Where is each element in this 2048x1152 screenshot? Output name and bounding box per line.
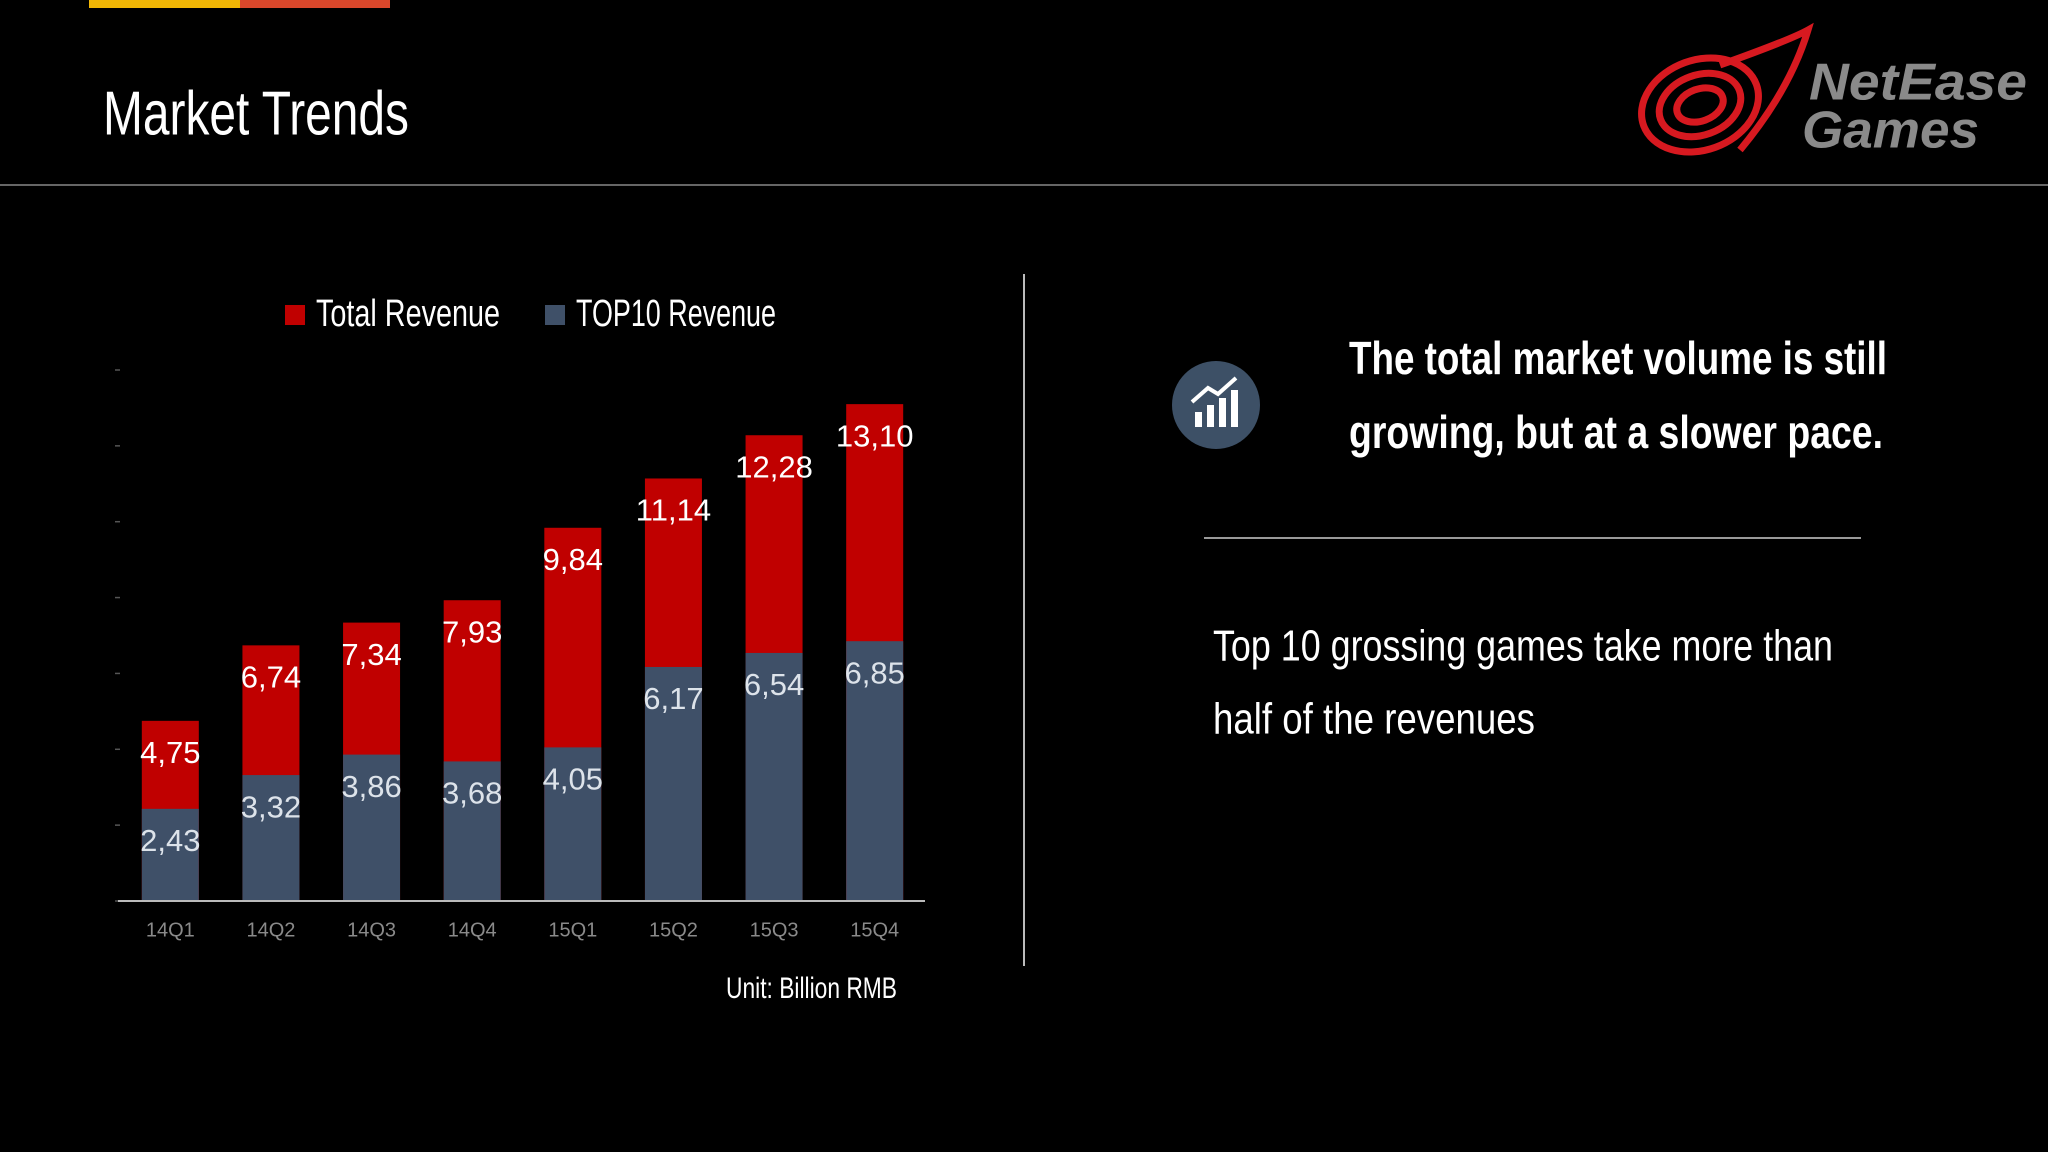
icon-part xyxy=(1195,412,1202,427)
body-text: half of the revenues xyxy=(1213,695,1535,744)
x-tick-label: 15Q1 xyxy=(548,919,597,941)
data-label: 6,17 xyxy=(643,681,703,716)
bar xyxy=(443,761,501,901)
data-label: 4,75 xyxy=(140,735,200,770)
body-text: Top 10 grossing games take more than xyxy=(1213,622,1833,671)
data-label: 7,93 xyxy=(442,614,502,649)
data-label: 3,32 xyxy=(241,789,301,824)
slide-title: Market Trends xyxy=(103,79,409,148)
data-label: 3,68 xyxy=(442,776,502,811)
headline: The total market volume is still xyxy=(1349,332,1887,384)
bar xyxy=(544,747,602,901)
data-label: 2,43 xyxy=(140,823,200,858)
icon-part xyxy=(1207,405,1214,427)
icon-circle xyxy=(1172,361,1260,449)
headline: growing, but at a slower pace. xyxy=(1349,406,1883,458)
accent-bar xyxy=(89,0,240,8)
icon-part xyxy=(1219,398,1226,427)
trend-icon xyxy=(1172,361,1260,449)
accent-bar xyxy=(240,0,390,8)
bar xyxy=(745,652,803,901)
data-label: 6,54 xyxy=(744,667,804,702)
logo-text: NetEase xyxy=(1809,54,2027,112)
logo-swirl xyxy=(1718,22,1814,153)
legend-label: TOP10 Revenue xyxy=(576,293,776,335)
data-label: 3,86 xyxy=(341,769,401,804)
data-label: 11,14 xyxy=(636,493,711,528)
x-tick-label: 14Q2 xyxy=(246,919,295,941)
legend-swatch xyxy=(545,305,565,325)
data-label: 13,10 xyxy=(836,418,914,453)
bar xyxy=(846,641,904,901)
legend-swatch xyxy=(285,305,305,325)
icon-part xyxy=(1231,390,1238,427)
bar xyxy=(242,775,300,901)
logo-swirl xyxy=(1673,84,1727,126)
bar xyxy=(141,808,199,901)
logo-swirl xyxy=(1655,69,1745,141)
data-label: 6,85 xyxy=(845,655,905,690)
logo-text: Games xyxy=(1802,102,1979,160)
data-label: 6,74 xyxy=(241,660,301,695)
x-tick-label: 15Q4 xyxy=(850,919,899,941)
data-label: 9,84 xyxy=(543,542,603,577)
data-label: 7,34 xyxy=(341,637,401,672)
x-tick-label: 14Q3 xyxy=(347,919,396,941)
logo xyxy=(1638,22,1814,156)
icon-part xyxy=(1190,376,1238,404)
x-tick-label: 15Q3 xyxy=(750,919,799,941)
logo-swirl xyxy=(1638,54,1762,156)
legend-label: Total Revenue xyxy=(316,293,500,335)
x-tick-label: 14Q4 xyxy=(448,919,497,941)
x-tick-label: 15Q2 xyxy=(649,919,698,941)
bar xyxy=(343,754,401,901)
bar xyxy=(644,666,702,901)
x-tick-label: 14Q1 xyxy=(146,919,195,941)
data-label: 12,28 xyxy=(735,449,813,484)
data-label: 4,05 xyxy=(543,762,603,797)
unit-note: Unit: Billion RMB xyxy=(726,972,897,1005)
